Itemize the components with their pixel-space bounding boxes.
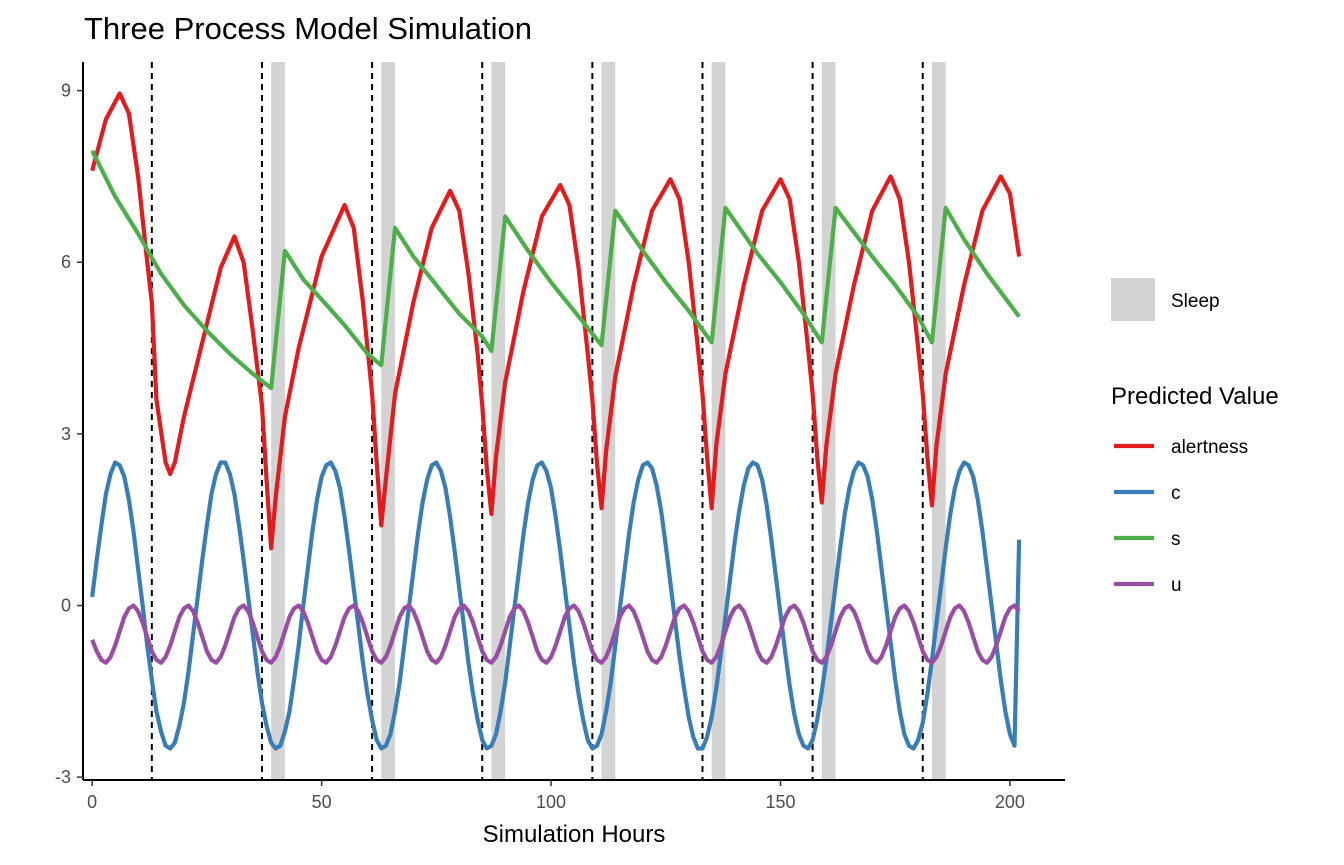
legend-series-entries: alertness c s u: [1114, 437, 1248, 596]
legend-label-alertness: alertness: [1171, 437, 1248, 458]
legend: Sleep Predicted Value alertness c s u: [1111, 278, 1279, 596]
series-line-u: [90, 603, 1021, 665]
y-tick-label-4: 9: [61, 81, 71, 101]
x-tick-label-1: 50: [312, 792, 332, 812]
legend-title: Predicted Value: [1111, 383, 1279, 410]
x-tick-label-3: 150: [765, 792, 795, 812]
legend-label-u: u: [1171, 575, 1182, 596]
series-lines: [90, 91, 1022, 751]
sleep-band-0: [271, 62, 285, 780]
series-line-s: [90, 149, 1021, 391]
legend-label-sleep: Sleep: [1171, 291, 1220, 312]
dashed-reference-lines: [150, 62, 924, 780]
x-tick-label-4: 200: [995, 792, 1025, 812]
series-line-c: [90, 460, 1022, 751]
series-line-alertness: [90, 91, 1022, 551]
legend-label-c: c: [1171, 483, 1181, 504]
sleep-band-2: [491, 62, 506, 780]
legend-label-s: s: [1171, 529, 1181, 550]
x-axis-ticks: 0 50 100 150 200: [87, 780, 1025, 812]
x-tick-label-2: 100: [536, 792, 566, 812]
x-axis-title: Simulation Hours: [483, 821, 666, 848]
y-tick-label-1: 0: [61, 596, 71, 616]
y-tick-label-3: 6: [61, 252, 71, 272]
y-tick-label-0: -3: [55, 767, 71, 787]
chart-title: Three Process Model Simulation: [84, 11, 532, 46]
legend-key-sleep: [1111, 278, 1155, 321]
y-axis-ticks: -3 0 3 6 9: [55, 81, 83, 787]
y-tick-label-2: 3: [61, 424, 71, 444]
x-tick-label-0: 0: [87, 792, 97, 812]
